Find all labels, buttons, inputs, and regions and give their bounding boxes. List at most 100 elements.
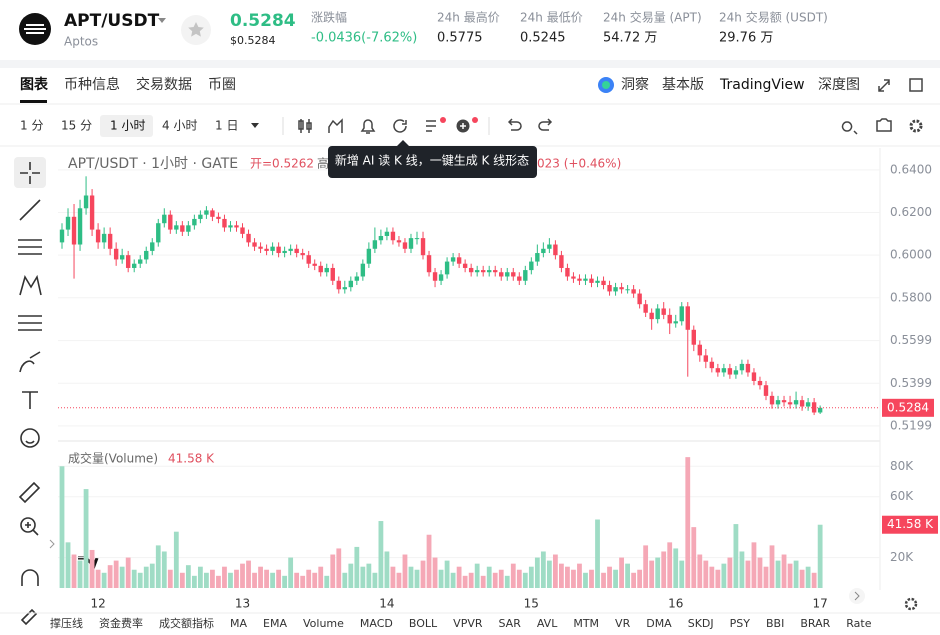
candle-body bbox=[487, 270, 492, 273]
indicator-tab[interactable]: MACD bbox=[360, 617, 393, 630]
collapse-button[interactable] bbox=[49, 539, 55, 549]
volume-bar bbox=[414, 569, 420, 588]
candle-body bbox=[144, 250, 149, 260]
volume-bar bbox=[619, 557, 624, 588]
indicator-tab[interactable]: PSY bbox=[730, 617, 751, 630]
y-tick-label: 0.5199 bbox=[890, 418, 932, 432]
lock-tool[interactable] bbox=[20, 608, 38, 626]
right-tab[interactable]: TradingView bbox=[719, 77, 805, 93]
volume-bar bbox=[498, 569, 504, 588]
indicator-tab[interactable]: EMA bbox=[263, 617, 287, 630]
indicator-tab[interactable]: BOLL bbox=[409, 617, 438, 630]
interval[interactable]: 4 小时 bbox=[162, 119, 197, 133]
indicator-tab[interactable]: DMA bbox=[646, 617, 672, 630]
candle-body bbox=[95, 229, 101, 243]
template-button[interactable] bbox=[426, 120, 436, 132]
undo-button[interactable] bbox=[507, 118, 522, 131]
indicator-tab[interactable]: MTM bbox=[573, 617, 599, 630]
volume-bar bbox=[480, 575, 486, 588]
interval[interactable]: 1 小时 bbox=[110, 119, 145, 133]
volume-bar bbox=[486, 566, 492, 588]
volume-bar bbox=[468, 572, 474, 588]
symbol[interactable]: APT/USDT bbox=[64, 11, 160, 31]
window-button[interactable] bbox=[909, 78, 923, 92]
magnet-tool[interactable] bbox=[21, 569, 39, 586]
expand-button[interactable] bbox=[878, 79, 890, 92]
right-tab[interactable]: 基本版 bbox=[662, 76, 704, 93]
tab[interactable]: 交易数据 bbox=[136, 76, 192, 93]
interval[interactable]: 15 分 bbox=[61, 119, 92, 133]
text-tool[interactable] bbox=[22, 391, 38, 409]
alert-button[interactable] bbox=[360, 119, 376, 134]
fib-tool[interactable] bbox=[18, 315, 42, 331]
snapshot-button[interactable] bbox=[876, 118, 892, 132]
search-button[interactable] bbox=[841, 121, 858, 135]
measure-tool[interactable] bbox=[18, 481, 41, 504]
tab[interactable]: 币圈 bbox=[208, 77, 236, 93]
pattern-tool[interactable] bbox=[19, 274, 42, 296]
replay-button[interactable] bbox=[393, 119, 407, 133]
candle-body bbox=[372, 240, 378, 249]
candle-body bbox=[354, 276, 360, 281]
indicator-tab[interactable]: VR bbox=[615, 617, 631, 630]
channel-tool[interactable] bbox=[18, 239, 42, 255]
candle-body bbox=[186, 225, 191, 232]
candle-body bbox=[198, 214, 203, 219]
scroll-button[interactable] bbox=[849, 588, 865, 604]
brush-tool[interactable] bbox=[19, 351, 41, 373]
interval[interactable]: 1 日 bbox=[215, 119, 238, 133]
indicator-button[interactable] bbox=[328, 118, 343, 133]
indicator-tab[interactable]: VPVR bbox=[453, 617, 483, 630]
volume-bar bbox=[715, 569, 721, 588]
indicator-tab[interactable]: 资金费率 bbox=[99, 616, 143, 630]
tab[interactable]: 币种信息 bbox=[64, 76, 120, 93]
candle-type-button[interactable] bbox=[298, 119, 312, 133]
volume-bar bbox=[577, 563, 582, 588]
indicator-tab[interactable]: MA bbox=[230, 617, 247, 630]
candle-body bbox=[156, 223, 161, 243]
candle-body bbox=[276, 246, 281, 254]
symbol-dropdown[interactable] bbox=[158, 18, 166, 23]
emoji-tool[interactable] bbox=[20, 428, 40, 448]
add-button[interactable] bbox=[456, 119, 470, 133]
indicator-tab[interactable]: BRAR bbox=[800, 617, 830, 630]
indicator-tab[interactable]: SKDJ bbox=[688, 617, 714, 630]
candle-body bbox=[113, 248, 119, 260]
crosshair-tool[interactable] bbox=[20, 162, 40, 184]
candle-body bbox=[547, 244, 552, 249]
candle-body bbox=[715, 368, 721, 373]
indicator-tab[interactable]: 成交额指标 bbox=[159, 616, 214, 630]
interval[interactable]: 1 分 bbox=[20, 119, 43, 133]
indicator-tab[interactable]: 撑压线 bbox=[50, 616, 83, 630]
axis-settings[interactable] bbox=[904, 597, 918, 611]
favorite-button[interactable] bbox=[181, 15, 211, 45]
volume-bar bbox=[179, 572, 185, 588]
candle-body bbox=[168, 214, 173, 230]
zoom-tool[interactable] bbox=[20, 517, 39, 536]
candle-body bbox=[565, 267, 570, 277]
volume-bar bbox=[649, 560, 655, 588]
candle-body bbox=[468, 267, 474, 273]
right-tab[interactable]: 深度图 bbox=[818, 77, 860, 93]
candle-body bbox=[89, 195, 95, 230]
volume-bar bbox=[330, 554, 336, 588]
volume-bar bbox=[282, 575, 288, 588]
right-tab[interactable]: 洞察 bbox=[621, 76, 649, 93]
indicator-tab[interactable]: Volume bbox=[303, 617, 344, 630]
volume-bar bbox=[270, 572, 275, 588]
volume-bar bbox=[306, 569, 312, 588]
candle-body bbox=[162, 214, 167, 224]
trendline-tool[interactable] bbox=[19, 199, 41, 221]
candle-body bbox=[474, 270, 480, 273]
indicator-tab[interactable]: BBI bbox=[766, 617, 784, 630]
tab[interactable]: 图表 bbox=[20, 76, 49, 93]
indicator-tab[interactable]: SAR bbox=[499, 617, 522, 630]
volume-bar bbox=[348, 563, 354, 588]
badge bbox=[472, 117, 478, 123]
interval-dropdown[interactable] bbox=[251, 123, 259, 128]
settings-button[interactable] bbox=[909, 119, 923, 133]
volume-bar bbox=[474, 563, 480, 588]
indicator-tab[interactable]: Rate bbox=[846, 617, 871, 630]
indicator-tab[interactable]: AVL bbox=[537, 617, 558, 630]
redo-button[interactable] bbox=[538, 118, 553, 131]
